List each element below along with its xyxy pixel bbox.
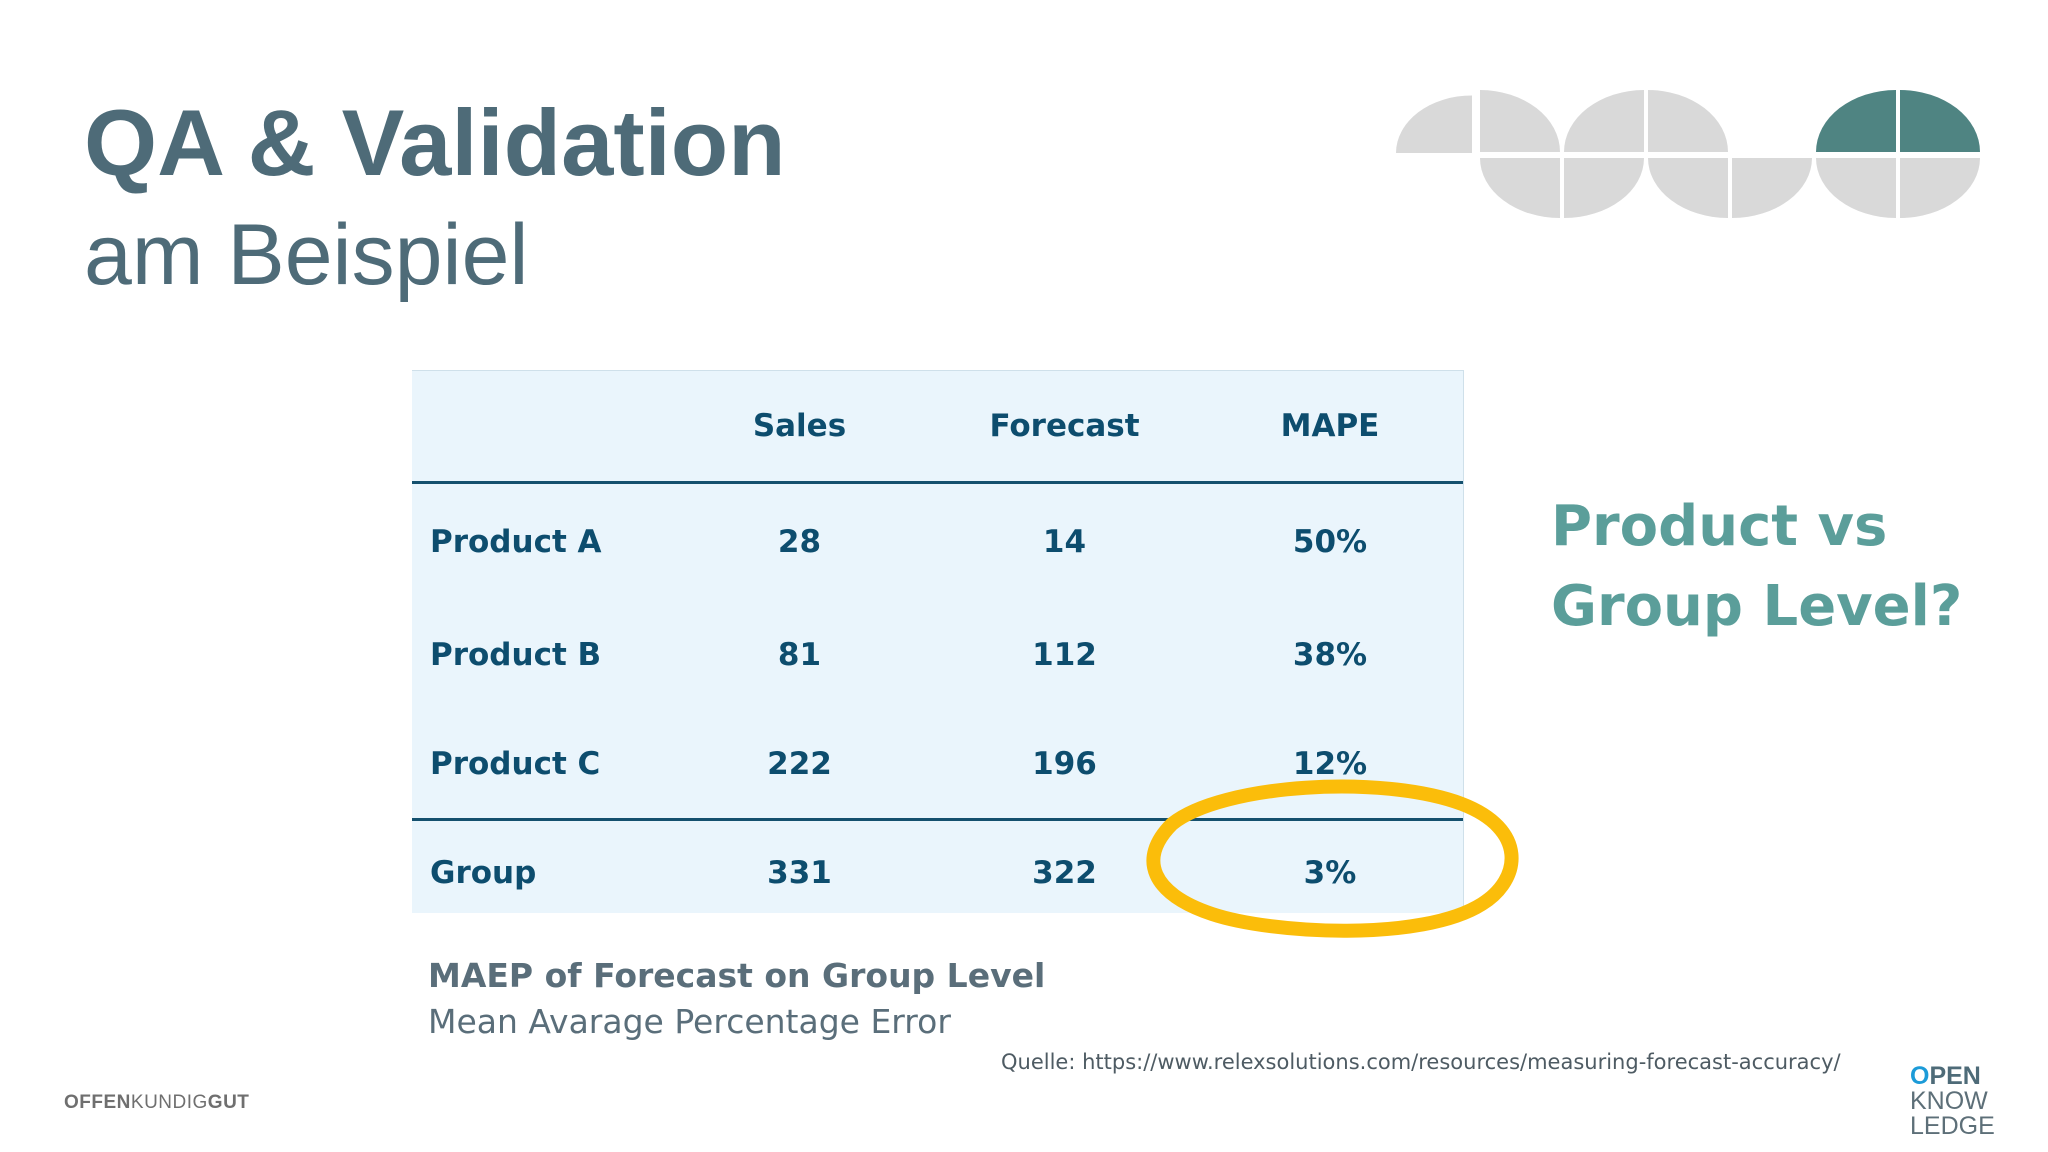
- deco-shape: [1648, 90, 1728, 152]
- deco-shape: [1480, 158, 1560, 218]
- logo-o-glyph: O: [1910, 1062, 1930, 1090]
- table-header-row: Sales Forecast MAPE: [412, 371, 1463, 484]
- row-label: Product C: [412, 710, 667, 821]
- highlight-circle-annotation: [1146, 779, 1519, 938]
- logo-line-1: OPEN: [1910, 1064, 2030, 1089]
- logo-part: KUNDIG: [130, 1092, 208, 1113]
- open-knowledge-logo: OPEN KNOW LEDGE: [1910, 1064, 2030, 1139]
- table-row-product-b: Product B 81 112 38%: [412, 600, 1463, 710]
- header-sales: Sales: [667, 371, 932, 484]
- decorative-quarter-circles-graphic: [1396, 90, 1980, 218]
- deco-shape: [1816, 158, 1896, 218]
- slide-subtitle: am Beispiel: [84, 207, 529, 303]
- logo-line-2: KNOW: [1910, 1087, 1988, 1115]
- logo-part: OFFEN: [64, 1092, 131, 1113]
- caption-subtitle: Mean Avarage Percentage Error: [428, 1002, 951, 1041]
- sales-cell: 28: [777, 524, 822, 560]
- deco-shape: [1900, 158, 1980, 218]
- deco-shape: [1480, 90, 1560, 152]
- mape-cell: 3%: [1303, 855, 1357, 891]
- header-mape: MAPE: [1197, 371, 1463, 484]
- source-citation: Quelle: https://www.relexsolutions.com/r…: [1001, 1050, 1841, 1074]
- deco-shape: [1396, 95, 1472, 154]
- logo-part: GUT: [207, 1092, 250, 1113]
- forecast-cell: 322: [1032, 855, 1097, 891]
- deco-shape: [1816, 90, 1896, 152]
- side-question-line-1: Product vs: [1551, 494, 1888, 559]
- row-label: Product B: [430, 637, 602, 673]
- deco-shape: [1732, 158, 1812, 218]
- offenkundiggut-logo: OFFENKUNDIGGUT: [64, 1092, 249, 1114]
- header-forecast: Forecast: [932, 371, 1197, 484]
- deco-shape: [1900, 90, 1980, 152]
- header-empty: [412, 371, 667, 484]
- table-row-product-a: Product A 28 14 50%: [412, 483, 1463, 601]
- side-question: Product vs Group Level?: [1551, 487, 1971, 647]
- logo-line-1-text: PEN: [1929, 1062, 1981, 1090]
- deco-shape: [1648, 158, 1728, 218]
- mape-cell: 50%: [1292, 524, 1368, 560]
- sales-cell: 331: [767, 855, 832, 891]
- table-row-group: Group 331 322 3%: [412, 820, 1463, 926]
- sales-cell: 81: [777, 637, 822, 673]
- caption-title: MAEP of Forecast on Group Level: [428, 956, 1046, 995]
- side-question-line-2: Group Level?: [1551, 574, 1963, 639]
- logo-line-3: LEDGE: [1910, 1112, 1995, 1140]
- row-label: Product A: [430, 524, 602, 560]
- sales-cell: 222: [667, 710, 932, 821]
- mape-cell: 38%: [1292, 637, 1368, 673]
- deco-shape: [1564, 158, 1644, 218]
- deco-shape: [1564, 90, 1644, 152]
- slide-title: QA & Validation: [84, 90, 786, 195]
- forecast-cell: 196: [932, 710, 1197, 821]
- forecast-cell: 112: [1032, 637, 1097, 673]
- row-label: Group: [430, 855, 537, 891]
- forecast-cell: 14: [1042, 524, 1087, 560]
